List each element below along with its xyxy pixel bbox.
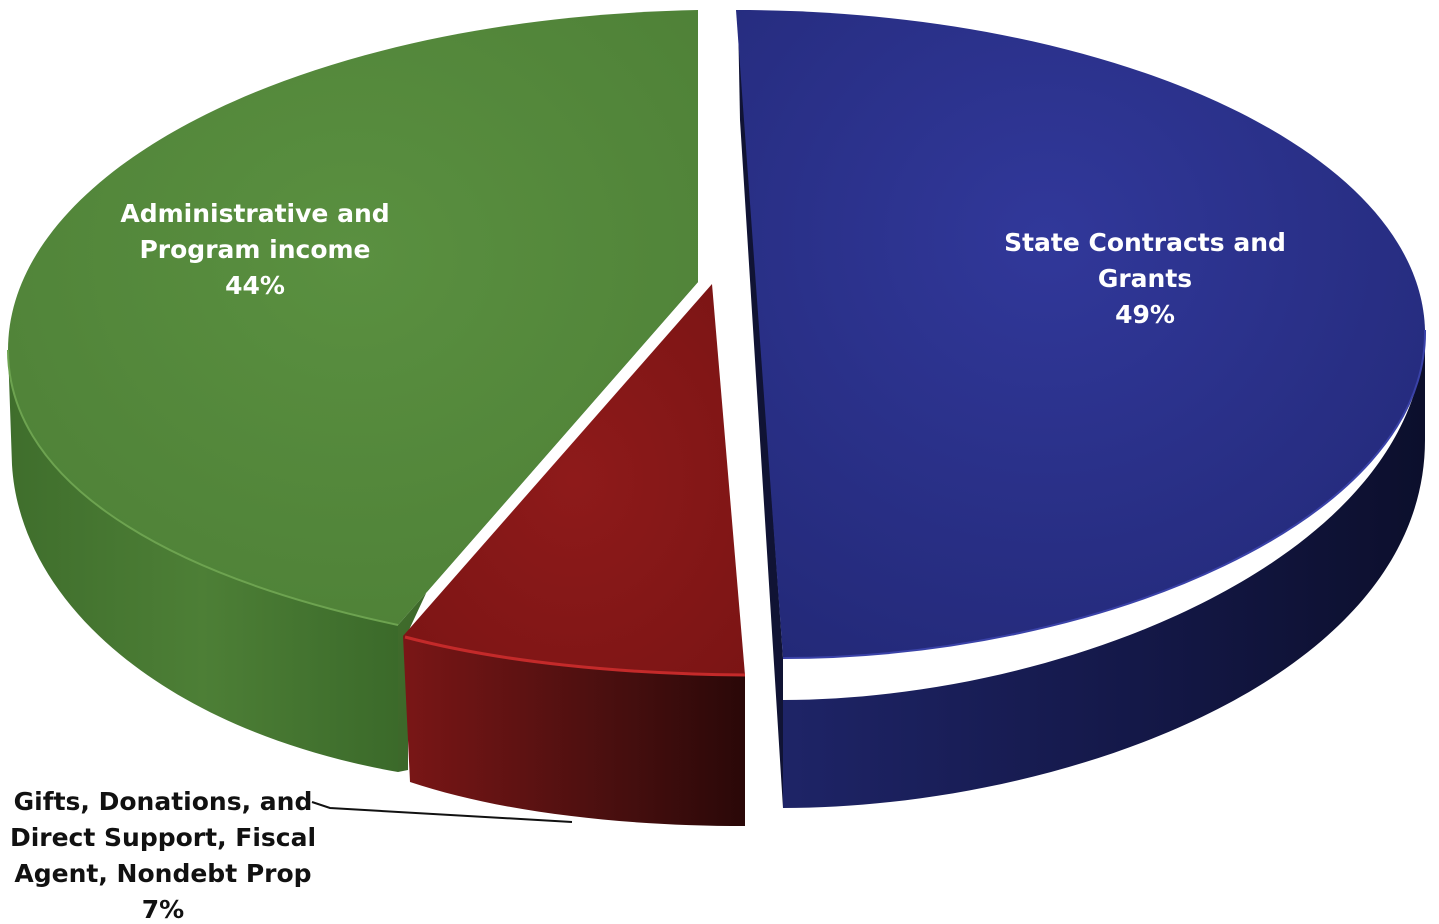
slice-name-line: Gifts, Donations, and	[14, 787, 313, 816]
slice-side-wall	[403, 636, 745, 826]
blue-rim-highlight	[782, 329, 1427, 659]
slice-state-contracts-and-grants[interactable]	[736, 10, 1426, 808]
slice-percent: 7%	[142, 895, 184, 924]
slice-administrative-and-program-income[interactable]	[8, 10, 698, 772]
slice-name-line: Direct Support, Fiscal	[10, 823, 316, 852]
slice-inner-wall	[738, 16, 783, 808]
slice-rim-highlight	[404, 635, 746, 677]
data-labels: State Contracts and Grants 49% Gifts, Donat…	[10, 199, 1286, 924]
slice-top-face	[403, 284, 745, 675]
slice-top-face	[736, 10, 1426, 658]
green-rim-highlight	[7, 349, 399, 626]
label-administrative: Administrative and Program income 44%	[120, 199, 389, 300]
slice-gifts-donations-direct-support[interactable]	[403, 284, 746, 826]
slice-name-line: Agent, Nondebt Prop	[14, 859, 311, 888]
label-state-contracts: State Contracts and Grants 49%	[1004, 228, 1286, 329]
leader-line	[311, 801, 573, 823]
slice-side-wall	[8, 350, 398, 772]
slice-name-line: State Contracts and	[1004, 228, 1286, 257]
slice-name-line: Program income	[139, 235, 370, 264]
slice-percent: 44%	[225, 271, 285, 300]
slice-name-line: Administrative and	[120, 199, 389, 228]
label-gifts-donations: Gifts, Donations, and Direct Support, Fis…	[10, 787, 316, 924]
slice-side-wall	[783, 330, 1425, 808]
slice-percent: 49%	[1115, 300, 1175, 329]
slice-name-line: Grants	[1098, 264, 1192, 293]
slice-top-face	[8, 10, 698, 625]
